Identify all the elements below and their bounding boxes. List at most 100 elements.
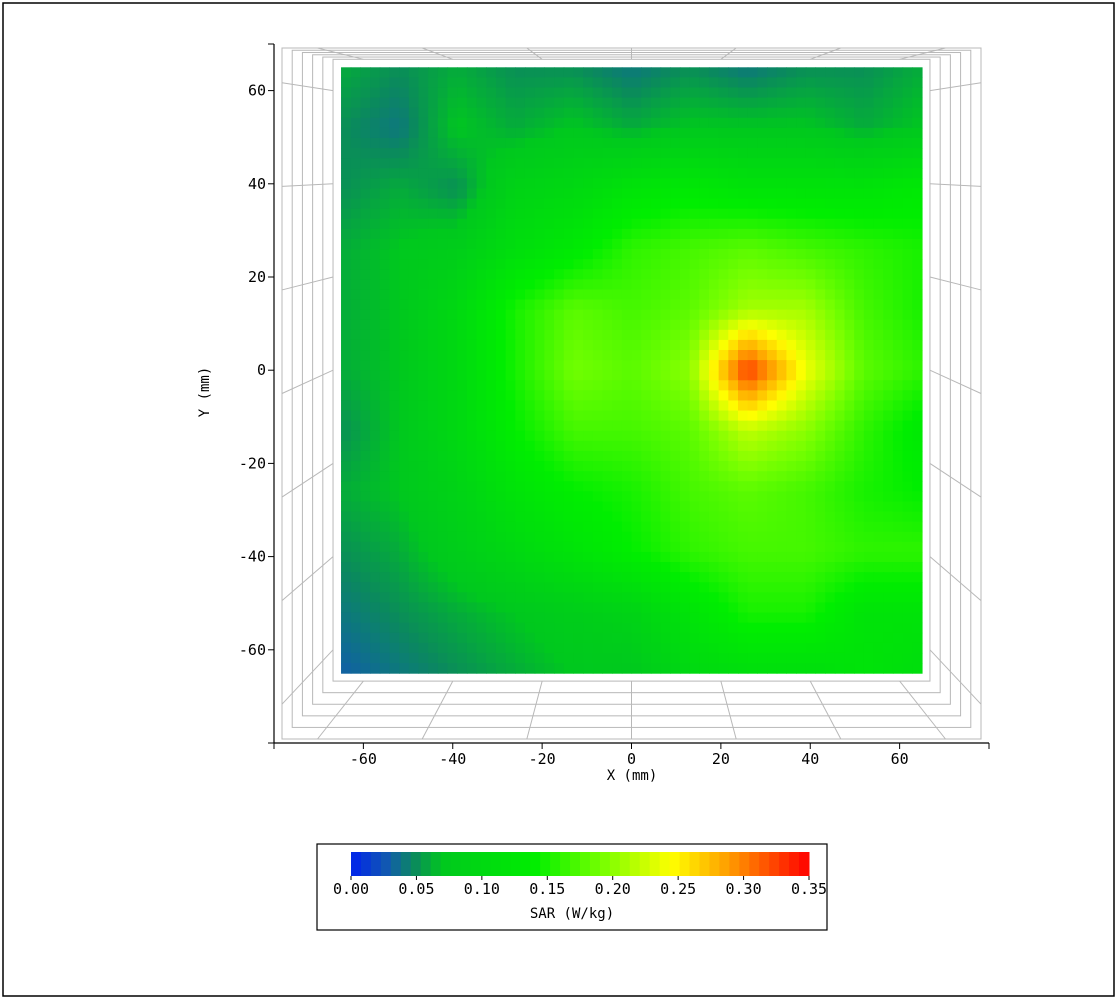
heatmap-cell bbox=[602, 441, 612, 452]
heatmap-cell bbox=[806, 300, 816, 311]
heatmap-cell bbox=[544, 602, 554, 613]
heatmap-cell bbox=[912, 320, 922, 331]
heatmap-cell bbox=[428, 380, 438, 391]
heatmap-cell bbox=[448, 653, 458, 664]
heatmap-cell bbox=[767, 421, 777, 432]
heatmap-cell bbox=[748, 653, 758, 664]
heatmap-cell bbox=[428, 77, 438, 88]
heatmap-cell bbox=[351, 320, 361, 331]
heatmap-cell bbox=[477, 431, 487, 442]
heatmap-cell bbox=[874, 562, 884, 573]
heatmap-cell bbox=[515, 178, 525, 189]
heatmap-cell bbox=[757, 633, 767, 644]
heatmap-cell bbox=[825, 552, 835, 563]
heatmap-cell bbox=[573, 633, 583, 644]
heatmap-cell bbox=[583, 77, 593, 88]
heatmap-cell bbox=[690, 643, 700, 654]
heatmap-cell bbox=[467, 400, 477, 411]
heatmap-cell bbox=[554, 390, 564, 401]
heatmap-cell bbox=[360, 491, 370, 502]
heatmap-cell bbox=[864, 542, 874, 553]
heatmap-cell bbox=[389, 259, 399, 270]
heatmap-cell bbox=[651, 77, 661, 88]
heatmap-cell bbox=[544, 400, 554, 411]
heatmap-cell bbox=[719, 259, 729, 270]
heatmap-cell bbox=[370, 168, 380, 179]
heatmap-cell bbox=[903, 148, 913, 159]
heatmap-cell bbox=[854, 138, 864, 149]
heatmap-cell bbox=[786, 209, 796, 220]
heatmap-cell bbox=[680, 653, 690, 664]
heatmap-cell bbox=[602, 188, 612, 199]
heatmap-cell bbox=[564, 209, 574, 220]
heatmap-cell bbox=[719, 441, 729, 452]
heatmap-cell bbox=[544, 98, 554, 109]
heatmap-cell bbox=[486, 128, 496, 139]
heatmap-cell bbox=[583, 532, 593, 543]
heatmap-cell bbox=[670, 67, 680, 78]
heatmap-cell bbox=[612, 340, 622, 351]
heatmap-cell bbox=[360, 158, 370, 169]
heatmap-cell bbox=[622, 411, 632, 422]
heatmap-cell bbox=[815, 188, 825, 199]
heatmap-cell bbox=[777, 178, 787, 189]
heatmap-cell bbox=[738, 370, 748, 381]
heatmap-cell bbox=[409, 239, 419, 250]
heatmap-cell bbox=[670, 77, 680, 88]
heatmap-cell bbox=[796, 87, 806, 98]
heatmap-cell bbox=[496, 178, 506, 189]
heatmap-cell bbox=[699, 158, 709, 169]
heatmap-cell bbox=[583, 633, 593, 644]
heatmap-cell bbox=[515, 390, 525, 401]
heatmap-cell bbox=[399, 461, 409, 472]
heatmap-cell bbox=[525, 310, 535, 321]
heatmap-cell bbox=[564, 199, 574, 210]
heatmap-cell bbox=[564, 613, 574, 624]
heatmap-cell bbox=[612, 289, 622, 300]
heatmap-cell bbox=[525, 289, 535, 300]
heatmap-cell bbox=[767, 380, 777, 391]
heatmap-cell bbox=[845, 421, 855, 432]
heatmap-cell bbox=[341, 643, 351, 654]
heatmap-cell bbox=[341, 400, 351, 411]
heatmap-cell bbox=[486, 229, 496, 240]
heatmap-cell bbox=[399, 168, 409, 179]
heatmap-cell bbox=[467, 168, 477, 179]
heatmap-cell bbox=[825, 653, 835, 664]
heatmap-cell bbox=[864, 481, 874, 492]
heatmap-cell bbox=[845, 128, 855, 139]
heatmap-cell bbox=[796, 360, 806, 371]
heatmap-cell bbox=[409, 87, 419, 98]
heatmap-cell bbox=[409, 158, 419, 169]
heatmap-cell bbox=[806, 269, 816, 280]
heatmap-cell bbox=[544, 613, 554, 624]
heatmap-cell bbox=[593, 451, 603, 462]
heatmap-cell bbox=[360, 289, 370, 300]
heatmap-cell bbox=[699, 400, 709, 411]
heatmap-cell bbox=[903, 602, 913, 613]
heatmap-cell bbox=[593, 239, 603, 250]
heatmap-cell bbox=[864, 209, 874, 220]
heatmap-cell bbox=[699, 259, 709, 270]
heatmap-cell bbox=[428, 229, 438, 240]
heatmap-cell bbox=[380, 158, 390, 169]
heatmap-cell bbox=[757, 542, 767, 553]
heatmap-cell bbox=[515, 209, 525, 220]
heatmap-cell bbox=[883, 87, 893, 98]
heatmap-cell bbox=[641, 400, 651, 411]
heatmap-cell bbox=[506, 138, 516, 149]
heatmap-cell bbox=[544, 77, 554, 88]
heatmap-cell bbox=[418, 572, 428, 583]
heatmap-cell bbox=[748, 633, 758, 644]
heatmap-cell bbox=[525, 87, 535, 98]
heatmap-cell bbox=[641, 491, 651, 502]
heatmap-cell bbox=[641, 77, 651, 88]
heatmap-cell bbox=[661, 219, 671, 230]
heatmap-cell bbox=[583, 400, 593, 411]
heatmap-cell bbox=[602, 623, 612, 634]
colorbar-tick-label: 0.00 bbox=[333, 880, 369, 898]
heatmap-cell bbox=[622, 279, 632, 290]
heatmap-cell bbox=[438, 613, 448, 624]
heatmap-cell bbox=[757, 279, 767, 290]
heatmap-cell bbox=[399, 138, 409, 149]
